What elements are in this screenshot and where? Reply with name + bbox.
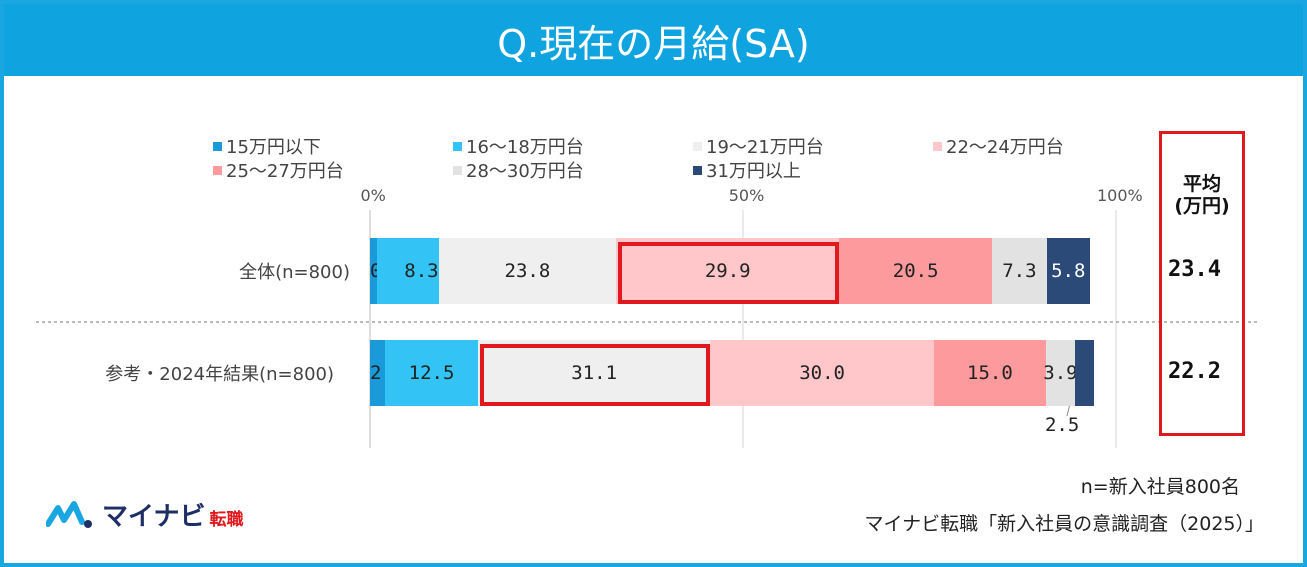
row-label: 参考・2024年結果(n=800) xyxy=(105,364,334,385)
legend-label: 22～24万円台 xyxy=(946,137,1064,158)
bar-segment: 0.9 xyxy=(370,238,404,304)
legend-label: 31万円以上 xyxy=(706,161,801,182)
legend-item: 28～30万円台 xyxy=(453,157,584,183)
axis-tick-label: 0% xyxy=(360,186,386,205)
average-header-line1: 平均 xyxy=(1182,173,1221,195)
bar-segment: 15.0 xyxy=(933,340,1046,406)
footer-sample: n=新入社員800名 xyxy=(1080,476,1240,498)
logo-text: マイナビ xyxy=(102,502,206,532)
bar-segment: 12.5 xyxy=(384,340,479,406)
bar-segment: 31.1 xyxy=(478,340,711,406)
bar-value-label: 2.5 xyxy=(1044,414,1080,436)
legend-item: 15万円以下 xyxy=(213,133,321,159)
bar-segment: 5.8 xyxy=(1046,238,1090,304)
bar-value-label: 5.8 xyxy=(1051,260,1086,282)
bar-segment: 2.0 xyxy=(370,340,404,406)
legend-label: 28～30万円台 xyxy=(466,161,584,182)
logo-mark-icon xyxy=(46,500,92,528)
legend-swatch xyxy=(693,165,702,175)
bar-segment: 2.5 xyxy=(1045,340,1094,436)
chart-title: Q.現在の月給(SA) xyxy=(497,21,810,66)
chart-title-bar: Q.現在の月給(SA) xyxy=(4,4,1303,76)
footer-source: マイナビ転職「新入社員の意識調査（2025）」 xyxy=(864,513,1264,535)
legend-swatch xyxy=(693,141,702,151)
legend-label: 15万円以下 xyxy=(226,137,321,158)
legend-label: 16～18万円台 xyxy=(466,137,584,158)
logo-sub: 転職 xyxy=(209,510,244,530)
row-label: 全体(n=800) xyxy=(239,262,350,283)
bar-value-label: 23.8 xyxy=(504,260,551,282)
bar-value-label: 12.5 xyxy=(408,362,455,384)
highlight-box xyxy=(618,242,840,304)
bar-segment: 30.0 xyxy=(710,340,934,406)
legend-label: 25～27万円台 xyxy=(226,161,344,182)
bar-value-label: 20.5 xyxy=(892,260,939,282)
legend-swatch xyxy=(213,141,222,151)
average-value: 22.2 xyxy=(1168,359,1221,384)
bar-value-label: 30.0 xyxy=(799,362,845,384)
bar-value-label: 29.9 xyxy=(704,260,751,282)
legend-swatch xyxy=(453,165,462,175)
average-highlight-box xyxy=(1159,131,1245,436)
legend-swatch xyxy=(933,141,942,151)
average-header: 平均 (万円) xyxy=(1159,173,1245,217)
logo: マイナビ 転職 xyxy=(46,496,243,533)
legend-item: 19～21万円台 xyxy=(693,133,824,159)
bar-segment: 23.8 xyxy=(438,238,617,304)
bar-segment: 3.9 xyxy=(1043,340,1078,406)
legend-item: 31万円以上 xyxy=(693,157,801,183)
legend-swatch xyxy=(213,165,222,175)
bar-segment: 20.5 xyxy=(839,238,993,304)
bar-value-label: 3.9 xyxy=(1043,362,1078,384)
legend-item: 16～18万円台 xyxy=(453,133,584,159)
bar-value-label: 31.1 xyxy=(571,362,618,384)
axis-tick-label: 100% xyxy=(1097,186,1143,205)
bar-segment: 7.3 xyxy=(992,238,1047,304)
bar-value-label: 15.0 xyxy=(967,362,1013,384)
average-header-line2: (万円) xyxy=(1174,195,1230,217)
legend-item: 25～27万円台 xyxy=(213,157,344,183)
average-value: 23.4 xyxy=(1168,257,1221,282)
highlight-box xyxy=(480,344,711,406)
bar-segment: 29.9 xyxy=(616,238,840,304)
bar-segment: 8.3 xyxy=(376,238,439,304)
axis-tick-label: 50% xyxy=(728,186,765,205)
legend-swatch xyxy=(453,141,462,151)
bar-value-label: 8.3 xyxy=(404,260,439,282)
legend-label: 19～21万円台 xyxy=(706,137,824,158)
legend-item: 22～24万円台 xyxy=(933,133,1064,159)
bar-value-label: 7.3 xyxy=(1002,260,1037,282)
